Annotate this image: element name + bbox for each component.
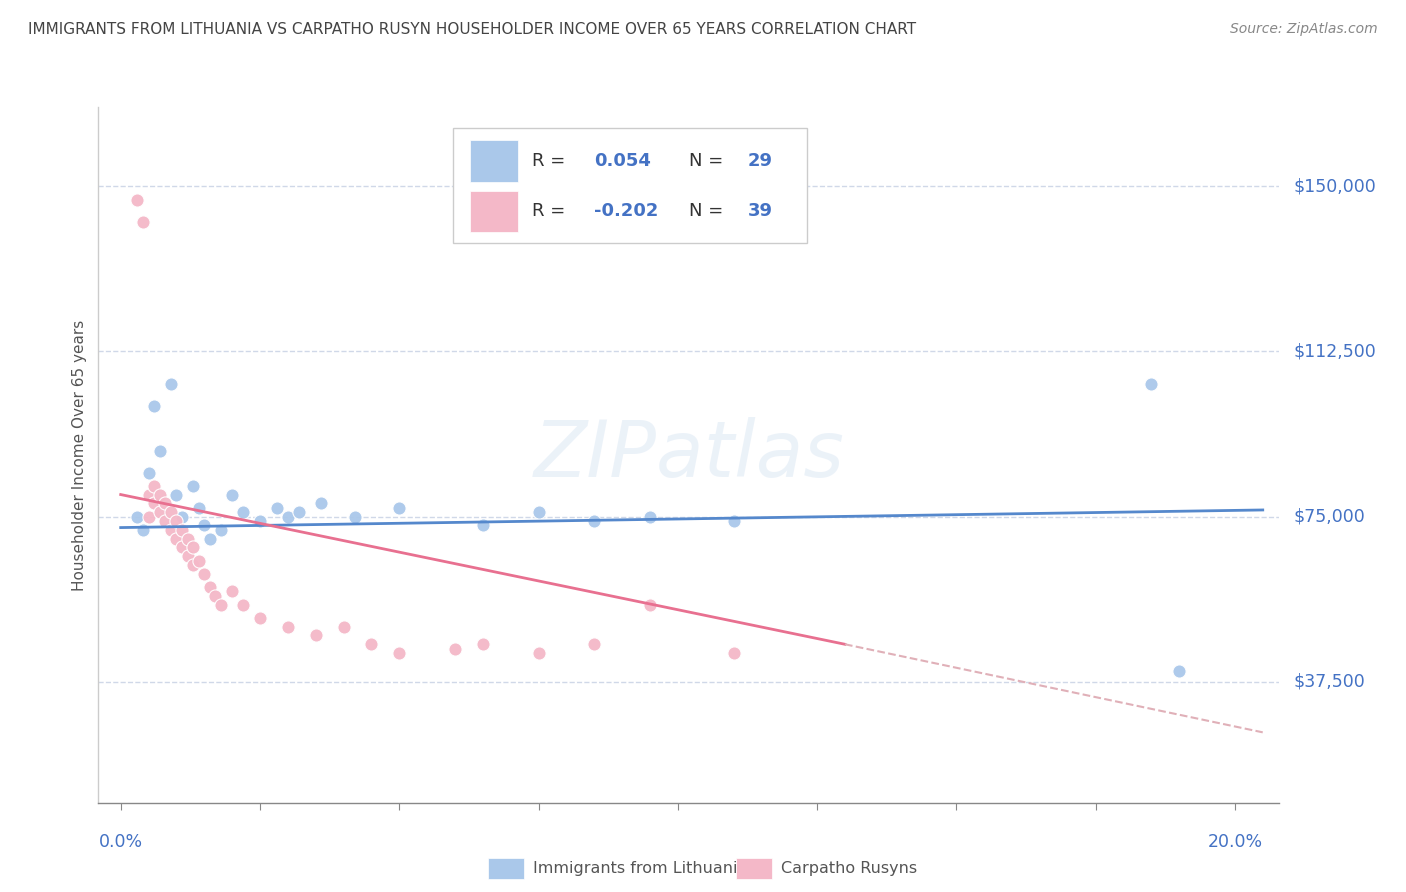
Point — [209, 523, 232, 537]
Point — [198, 580, 221, 594]
Point — [132, 214, 155, 228]
Point — [149, 487, 172, 501]
Text: N =: N = — [689, 153, 728, 170]
Point — [155, 514, 177, 528]
Point — [176, 549, 198, 564]
Point — [249, 514, 271, 528]
Text: N =: N = — [689, 202, 728, 220]
Text: $150,000: $150,000 — [1294, 178, 1376, 195]
Point — [181, 541, 204, 555]
Text: -0.202: -0.202 — [595, 202, 659, 220]
Point — [127, 509, 149, 524]
Text: $112,500: $112,500 — [1294, 343, 1376, 360]
Point — [360, 637, 382, 651]
Text: R =: R = — [531, 202, 571, 220]
Text: Carpatho Rusyns: Carpatho Rusyns — [782, 862, 917, 877]
Point — [1168, 664, 1191, 678]
Point — [309, 496, 332, 510]
Point — [193, 566, 215, 581]
Point — [160, 505, 183, 519]
FancyBboxPatch shape — [453, 128, 807, 243]
Point — [723, 646, 745, 660]
Point — [138, 487, 160, 501]
Point — [232, 505, 254, 519]
Point — [527, 646, 550, 660]
Point — [143, 496, 166, 510]
Text: Immigrants from Lithuania: Immigrants from Lithuania — [533, 862, 748, 877]
Point — [277, 620, 299, 634]
Point — [232, 598, 254, 612]
Point — [198, 532, 221, 546]
Point — [193, 518, 215, 533]
Point — [143, 479, 166, 493]
Text: $37,500: $37,500 — [1294, 673, 1365, 690]
Point — [723, 514, 745, 528]
Point — [444, 641, 467, 656]
FancyBboxPatch shape — [737, 858, 772, 880]
Point — [160, 377, 183, 392]
Point — [583, 637, 606, 651]
Point — [388, 500, 411, 515]
Text: 0.0%: 0.0% — [98, 833, 143, 851]
Point — [204, 589, 226, 603]
Point — [132, 523, 155, 537]
Point — [176, 532, 198, 546]
Point — [527, 505, 550, 519]
Point — [266, 500, 288, 515]
Point — [249, 611, 271, 625]
Point — [170, 541, 193, 555]
Text: 29: 29 — [748, 153, 773, 170]
Point — [165, 532, 187, 546]
Point — [343, 509, 366, 524]
Point — [277, 509, 299, 524]
Point — [181, 479, 204, 493]
Text: Source: ZipAtlas.com: Source: ZipAtlas.com — [1230, 22, 1378, 37]
Point — [170, 509, 193, 524]
Text: 20.0%: 20.0% — [1208, 833, 1263, 851]
Point — [471, 637, 494, 651]
Point — [583, 514, 606, 528]
Point — [638, 509, 661, 524]
Point — [181, 558, 204, 572]
Point — [155, 496, 177, 510]
Text: 39: 39 — [748, 202, 773, 220]
Point — [170, 523, 193, 537]
Point — [221, 584, 243, 599]
Point — [209, 598, 232, 612]
Y-axis label: Householder Income Over 65 years: Householder Income Over 65 years — [72, 319, 87, 591]
Point — [138, 509, 160, 524]
Point — [165, 487, 187, 501]
Point — [143, 400, 166, 414]
Point — [471, 518, 494, 533]
FancyBboxPatch shape — [488, 858, 523, 880]
Point — [638, 598, 661, 612]
Point — [127, 193, 149, 207]
Point — [305, 628, 328, 642]
Point — [138, 466, 160, 480]
Point — [1140, 377, 1163, 392]
Text: IMMIGRANTS FROM LITHUANIA VS CARPATHO RUSYN HOUSEHOLDER INCOME OVER 65 YEARS COR: IMMIGRANTS FROM LITHUANIA VS CARPATHO RU… — [28, 22, 917, 37]
Text: ZIPatlas: ZIPatlas — [533, 417, 845, 493]
Text: 0.054: 0.054 — [595, 153, 651, 170]
Point — [149, 443, 172, 458]
Text: $75,000: $75,000 — [1294, 508, 1365, 525]
FancyBboxPatch shape — [471, 191, 517, 232]
Point — [332, 620, 354, 634]
Point — [288, 505, 311, 519]
FancyBboxPatch shape — [471, 140, 517, 182]
Point — [221, 487, 243, 501]
Point — [165, 514, 187, 528]
Text: R =: R = — [531, 153, 571, 170]
Point — [187, 553, 209, 567]
Point — [187, 500, 209, 515]
Point — [388, 646, 411, 660]
Point — [160, 523, 183, 537]
Point — [149, 505, 172, 519]
